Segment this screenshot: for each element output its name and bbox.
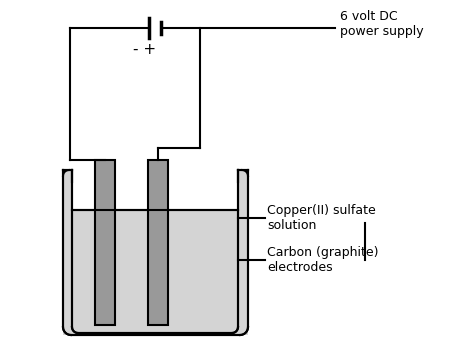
Text: Carbon (graphite)
electrodes: Carbon (graphite) electrodes bbox=[267, 246, 379, 274]
Bar bbox=[63, 333, 248, 335]
Text: 6 volt DC
power supply: 6 volt DC power supply bbox=[340, 10, 424, 38]
Bar bbox=[148, 160, 168, 325]
Text: - +: - + bbox=[134, 42, 156, 58]
Bar bbox=[95, 160, 115, 325]
Bar bbox=[63, 170, 72, 335]
Bar bbox=[72, 210, 238, 333]
Bar bbox=[238, 170, 248, 335]
Text: Copper(II) sulfate
solution: Copper(II) sulfate solution bbox=[267, 204, 376, 232]
